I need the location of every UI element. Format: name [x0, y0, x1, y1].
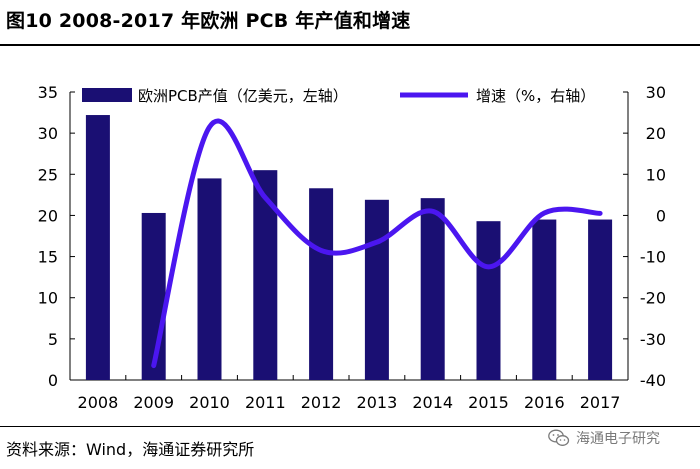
- growth-line-series: [151, 118, 603, 369]
- right-axis-tick-label: 0: [656, 206, 666, 225]
- legend-line-label: 增速（%，右轴）: [476, 87, 595, 105]
- left-axis-tick-label: 35: [38, 83, 58, 102]
- bar: [141, 212, 166, 380]
- x-axis-tick-label: 2017: [580, 393, 621, 412]
- x-axis: 2008 2009 2010 2011 2012 2013 2014 2015 2016 2017: [69, 375, 629, 412]
- legend: 欧洲PCB产值（亿美元，左轴） 增速（%，右轴）: [82, 87, 595, 105]
- right-axis-tick-label: 10: [646, 165, 666, 184]
- legend-bar-swatch: [82, 88, 132, 102]
- title-rule: [0, 44, 700, 46]
- bar: [364, 199, 389, 380]
- source-note: 资料来源：Wind，海通证券研究所: [6, 440, 255, 459]
- x-axis-tick-label: 2014: [412, 393, 453, 412]
- left-axis-tick-label: 30: [38, 124, 58, 143]
- x-axis-tick-label: 2010: [189, 393, 230, 412]
- left-axis-tick-label: 15: [38, 248, 58, 267]
- right-axis-tick-label: -30: [640, 330, 666, 349]
- right-axis: -40 -30 -20 -10 0 10 20 30: [623, 83, 666, 390]
- x-axis-tick-label: 2016: [524, 393, 565, 412]
- right-axis-tick-label: 20: [646, 124, 666, 143]
- x-axis-tick-label: 2012: [301, 393, 342, 412]
- x-axis-tick-label: 2009: [133, 393, 174, 412]
- x-axis-tick-label: 2011: [245, 393, 286, 412]
- bar: [309, 188, 334, 380]
- left-axis-tick-label: 0: [48, 371, 58, 390]
- wechat-icon: [548, 429, 570, 446]
- growth-line: [151, 118, 603, 369]
- right-axis-tick-label: -20: [640, 289, 666, 308]
- left-axis: 0 5 10 15 20 25 30 35: [38, 83, 75, 390]
- legend-bar-label: 欧洲PCB产值（亿美元，左轴）: [138, 87, 348, 105]
- source-rule: [0, 426, 700, 427]
- bar: [420, 198, 445, 380]
- left-axis-tick-label: 25: [38, 165, 58, 184]
- bar: [588, 219, 613, 380]
- x-axis-tick-label: 2008: [78, 393, 119, 412]
- watermark-label: 海通电子研究: [576, 431, 660, 447]
- left-axis-tick-label: 10: [38, 289, 58, 308]
- x-axis-tick-label: 2015: [468, 393, 509, 412]
- bar-series: [85, 115, 613, 380]
- left-axis-tick-label: 5: [48, 330, 58, 349]
- bar: [85, 115, 110, 380]
- right-axis-tick-label: 30: [646, 83, 666, 102]
- x-axis-tick-label: 2013: [357, 393, 398, 412]
- watermark: 海通电子研究: [548, 428, 660, 448]
- bar: [476, 221, 501, 380]
- bar: [253, 170, 278, 380]
- figure-title: 图10 2008-2017 年欧洲 PCB 年产值和增速: [6, 10, 411, 32]
- right-axis-tick-label: -40: [640, 371, 666, 390]
- bar: [532, 219, 557, 380]
- left-axis-tick-label: 20: [38, 206, 58, 225]
- right-axis-tick-label: -10: [640, 248, 666, 267]
- bar: [197, 178, 222, 380]
